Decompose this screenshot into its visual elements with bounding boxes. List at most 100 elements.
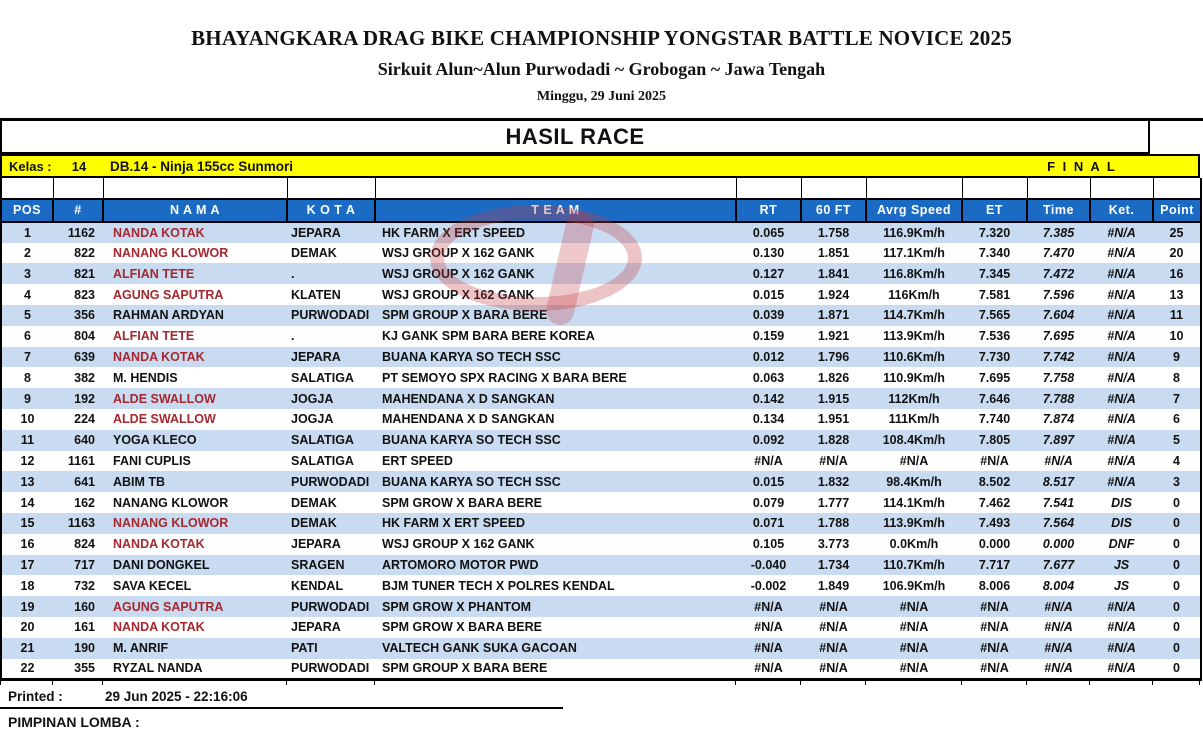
ket-cell: #N/A	[1090, 388, 1153, 409]
results-body: 1 1162 NANDA KOTAK JEPARA HK FARM X ERT …	[1, 221, 1201, 680]
point-cell: 0	[1153, 637, 1201, 659]
team-cell: BUANA KARYA SO TECH SSC	[375, 346, 736, 368]
bike-number-cell: 224	[53, 408, 103, 430]
rider-name-cell: AGUNG SAPUTRA	[103, 596, 287, 617]
city-cell: JEPARA	[287, 221, 375, 243]
sixtyft-cell: 1.832	[801, 471, 866, 493]
et-cell: 7.320	[962, 221, 1027, 243]
point-cell: 0	[1153, 512, 1201, 534]
et-cell: #N/A	[962, 637, 1027, 659]
team-cell: HK FARM X ERT SPEED	[375, 512, 736, 534]
point-cell: 6	[1153, 408, 1201, 430]
rt-cell: #N/A	[736, 596, 801, 617]
col-number: #	[52, 197, 104, 223]
col-pos: POS	[0, 197, 54, 223]
city-cell: JOGJA	[287, 388, 375, 409]
bike-number-cell: 824	[53, 533, 103, 555]
bike-number-cell: 161	[53, 616, 103, 638]
ket-cell: #N/A	[1090, 346, 1153, 368]
bike-number-cell: 160	[53, 596, 103, 617]
time-cell: 7.874	[1027, 408, 1090, 430]
et-cell: 7.462	[962, 492, 1027, 513]
ket-cell: #N/A	[1090, 367, 1153, 389]
col-time: Time	[1026, 197, 1091, 223]
ket-cell: JS	[1090, 554, 1153, 576]
bike-number-cell: 640	[53, 429, 103, 451]
ket-cell: #N/A	[1090, 596, 1153, 617]
rider-name-cell: NANDA KOTAK	[103, 616, 287, 638]
rt-cell: #N/A	[736, 658, 801, 680]
sixtyft-cell: 1.951	[801, 408, 866, 430]
et-cell: 0.000	[962, 533, 1027, 555]
time-cell: 7.897	[1027, 429, 1090, 451]
table-row: 7 639 NANDA KOTAK JEPARA BUANA KARYA SO …	[1, 346, 1201, 368]
city-cell: SALATIGA	[287, 429, 375, 451]
rider-name-cell: ALDE SWALLOW	[103, 388, 287, 409]
rt-cell: 0.159	[736, 325, 801, 347]
bike-number-cell: 823	[53, 284, 103, 305]
col-point: Point	[1152, 197, 1202, 223]
rider-name-cell: SAVA KECEL	[103, 575, 287, 597]
time-cell: 7.470	[1027, 242, 1090, 264]
sixtyft-cell: #N/A	[801, 596, 866, 617]
pos-cell: 16	[1, 533, 53, 555]
city-cell: SALATIGA	[287, 450, 375, 472]
et-cell: 7.565	[962, 304, 1027, 326]
table-row: 14 162 NANANG KLOWOR DEMAK SPM GROW X BA…	[1, 492, 1201, 513]
rider-name-cell: ALFIAN TETE	[103, 325, 287, 347]
rt-cell: 0.012	[736, 346, 801, 368]
et-cell: 7.581	[962, 284, 1027, 305]
avg-speed-cell: 106.9Km/h	[866, 575, 962, 597]
rider-name-cell: ALFIAN TETE	[103, 263, 287, 285]
pos-cell: 13	[1, 471, 53, 493]
et-cell: 7.536	[962, 325, 1027, 347]
point-cell: 9	[1153, 346, 1201, 368]
ket-cell: #N/A	[1090, 450, 1153, 472]
result-banner: HASIL RACE	[0, 121, 1150, 154]
time-cell: 7.604	[1027, 304, 1090, 326]
table-row: 20 161 NANDA KOTAK JEPARA SPM GROW X BAR…	[1, 616, 1201, 638]
sixtyft-cell: 1.841	[801, 263, 866, 285]
team-cell: SPM GROW X PHANTOM	[375, 596, 736, 617]
et-cell: 7.717	[962, 554, 1027, 576]
city-cell: PURWODADI	[287, 471, 375, 493]
rt-cell: 0.130	[736, 242, 801, 264]
time-cell: 7.742	[1027, 346, 1090, 368]
time-cell: #N/A	[1027, 616, 1090, 638]
table-row: 11 640 YOGA KLECO SALATIGA BUANA KARYA S…	[1, 429, 1201, 451]
city-cell: SRAGEN	[287, 554, 375, 576]
ket-cell: #N/A	[1090, 658, 1153, 680]
rider-name-cell: RAHMAN ARDYAN	[103, 304, 287, 326]
pos-cell: 10	[1, 408, 53, 430]
pos-cell: 17	[1, 554, 53, 576]
table-row: 21 190 M. ANRIF PATI VALTECH GANK SUKA G…	[1, 637, 1201, 659]
column-ticks	[0, 680, 1200, 685]
avg-speed-cell: 108.4Km/h	[866, 429, 962, 451]
table-row: 22 355 RYZAL NANDA PURWODADI SPM GROUP X…	[1, 658, 1201, 680]
et-cell: 7.340	[962, 242, 1027, 264]
bike-number-cell: 190	[53, 637, 103, 659]
rt-cell: 0.134	[736, 408, 801, 430]
pos-cell: 8	[1, 367, 53, 389]
team-cell: HK FARM X ERT SPEED	[375, 221, 736, 243]
col-ket: Ket.	[1089, 197, 1154, 223]
point-cell: 20	[1153, 242, 1201, 264]
rider-name-cell: FANI CUPLIS	[103, 450, 287, 472]
city-cell: JEPARA	[287, 616, 375, 638]
col-avg-speed: Avrg Speed	[865, 197, 963, 223]
document-header: BHAYANGKARA DRAG BIKE CHAMPIONSHIP YONGS…	[0, 0, 1203, 106]
rider-name-cell: DANI DONGKEL	[103, 554, 287, 576]
table-row: 8 382 M. HENDIS SALATIGA PT SEMOYO SPX R…	[1, 367, 1201, 389]
bike-number-cell: 1161	[53, 450, 103, 472]
pos-cell: 19	[1, 596, 53, 617]
sixtyft-cell: 1.921	[801, 325, 866, 347]
et-cell: 8.502	[962, 471, 1027, 493]
col-et: ET	[961, 197, 1028, 223]
class-label: Kelas :	[9, 158, 52, 174]
rider-name-cell: ALDE SWALLOW	[103, 408, 287, 430]
col-60ft: 60 FT	[800, 197, 867, 223]
avg-speed-cell: #N/A	[866, 658, 962, 680]
point-cell: 8	[1153, 367, 1201, 389]
team-cell: SPM GROW X BARA BERE	[375, 492, 736, 513]
sixtyft-cell: #N/A	[801, 658, 866, 680]
